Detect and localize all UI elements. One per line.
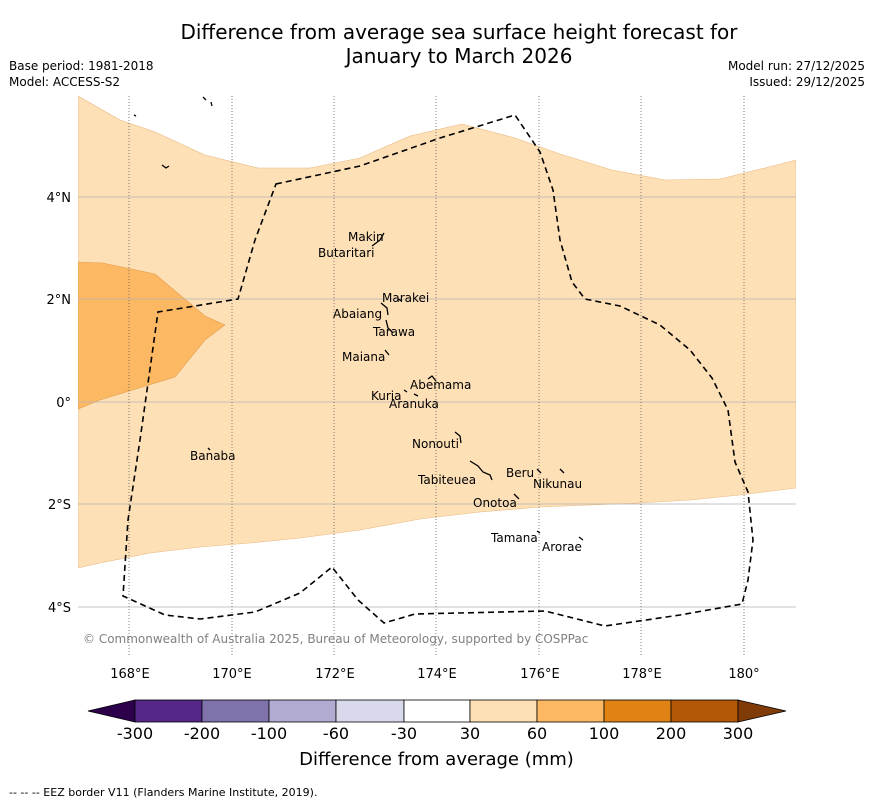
colorbar-bin-3 [268,699,337,723]
place-label-aranuka: Aranuka [389,397,439,411]
colorbar-bin-4 [335,699,405,723]
place-label-nonouti: Nonouti [412,437,459,451]
place-label-tamana: Tamana [490,531,538,545]
issued-date: Issued: 29/12/2025 [749,75,865,89]
lon-label-174e: 174°E [417,667,457,682]
place-label-makin: Makin [348,230,384,244]
base-period: Base period: 1981-2018 [9,59,154,73]
lon-label-180: 180° [728,667,759,682]
colorbar-bin-2 [201,699,270,723]
colorbar-tick: 60 [526,724,548,743]
lat-label-0: 0° [56,396,71,411]
colorbar-bin-1 [134,699,203,723]
place-label-abaiang: Abaiang [333,307,382,321]
lat-label-2n: 2°N [47,293,72,308]
latitude-gridlines [78,196,796,608]
eez-footnote: -- -- -- EEZ border V11 (Flanders Marine… [9,786,318,799]
copyright-note: © Commonwealth of Australia 2025, Bureau… [83,632,589,646]
eez-border [122,114,754,627]
place-label-banaba: Banaba [190,449,236,463]
lon-label-176e: 176°E [520,667,560,682]
colorbar-tick: 30 [459,724,481,743]
colorbar-tick: -30 [390,724,418,743]
colorbar-tick: 100 [588,724,620,743]
island-outlines [133,96,584,541]
lon-label-178e: 178°E [622,667,662,682]
place-label-abemama: Abemama [410,378,471,392]
lon-label-168e: 168°E [110,667,150,682]
colorbar-bin-5 [403,699,471,723]
colorbar-tick: -60 [322,724,350,743]
colorbar-extend-high [737,699,787,723]
colorbar [87,699,787,723]
lat-label-4n: 4°N [47,191,72,206]
colorbar-tick: -200 [183,724,221,743]
place-label-kuria: Kuria [371,389,402,403]
colorbar-bin-6 [469,699,538,723]
model-info: Base period: 1981-2018 Model: ACCESS-S2 [9,58,154,90]
latitude-labels: 4°N 2°N 0° 2°S 4°S [47,191,72,616]
place-label-onotoa: Onotoa [473,496,517,510]
colorbar-title: Difference from average (mm) [299,749,574,770]
colorbar-tick: 200 [655,724,687,743]
lon-label-170e: 170°E [212,667,252,682]
map-title: Difference from average sea surface heig… [0,20,873,68]
anomaly-band-30-60 [78,96,796,569]
colorbar-extend-low [87,699,136,723]
run-info: Model run: 27/12/2025 Issued: 29/12/2025 [728,58,865,90]
colorbar-tick: -300 [116,724,154,743]
title-line-2: January to March 2026 [345,44,573,68]
colorbar-bin-9 [670,699,739,723]
lat-label-2s: 2°S [48,498,71,513]
longitude-labels: 168°E 170°E 172°E 174°E 176°E 178°E 180° [110,667,759,682]
place-label-butaritari: Butaritari [318,246,375,260]
colorbar-bin-7 [536,699,605,723]
place-label-tabiteuea: Tabiteuea [417,473,476,487]
model-run: Model run: 27/12/2025 [727,59,865,73]
place-labels: Makin Butaritari Marakei Abaiang Tarawa … [190,230,582,554]
colorbar-tick: -100 [250,724,288,743]
longitude-gridlines [128,96,745,656]
lat-label-4s: 4°S [48,601,71,616]
title-line-1: Difference from average sea surface heig… [180,20,738,44]
place-label-nikunau: Nikunau [533,477,582,491]
model-name: Model: ACCESS-S2 [9,75,121,89]
place-label-tarawa: Tarawa [372,325,415,339]
place-label-marakei: Marakei [382,291,429,305]
place-label-maiana: Maiana [342,350,385,364]
lon-label-172e: 172°E [315,667,355,682]
colorbar-tick: 300 [722,724,754,743]
place-label-arorae: Arorae [542,540,582,554]
colorbar-bin-8 [603,699,672,723]
place-label-beru: Beru [506,466,534,480]
